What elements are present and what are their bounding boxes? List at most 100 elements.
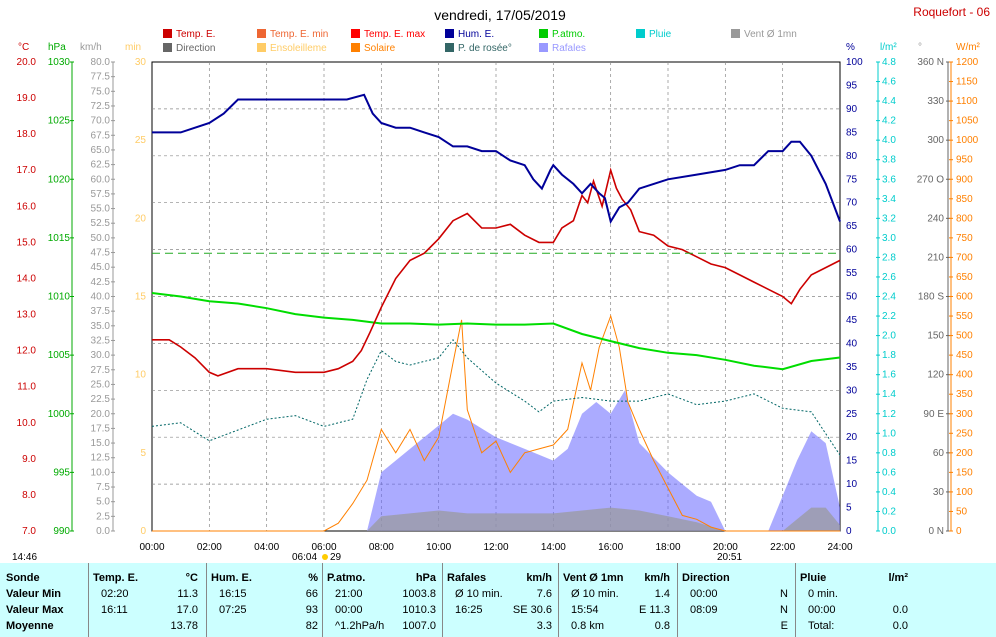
x-tick: 08:00 [369,542,394,553]
summary-header-6: Direction [682,572,730,584]
legend-label-6: Vent Ø 1mn [744,29,797,40]
moonrise-label: 14:46 [12,552,37,563]
unit-label-2: km/h [80,42,102,53]
legend-label-9: Solaire [364,43,396,54]
unit-label-0: °C [18,42,29,53]
wind-axis-tick: 2.5 [96,511,110,522]
wind-axis-tick: 45.0 [91,262,111,273]
dir-axis-tick: 60 [933,448,945,459]
summary-unit-2: % [308,572,318,584]
pres-axis-tick: 1000 [48,409,71,420]
summary-header-0: Sonde [6,572,40,584]
chart-grid [151,61,841,532]
summary-cell-value: N [780,588,788,600]
summary-cell-value: 3.3 [536,620,552,632]
wind-axis-tick: 42.5 [91,277,111,288]
temp-axis-tick: 15.0 [17,237,37,248]
wind-axis-tick: 37.5 [91,306,111,317]
rain-axis-tick: 0.8 [882,448,896,459]
rain-axis-tick: 1.8 [882,350,896,361]
legend-label-8: Ensoleilleme [270,43,327,54]
legend-label-4: P.atmo. [552,29,585,40]
summary-cell-time: Ø 10 min. [571,588,619,600]
legend-label-1: Temp. E. min [270,29,328,40]
solar-axis-tick: 750 [956,233,973,244]
summary-cell-value: 0.8 [654,620,670,632]
summary-unit-7: l/m² [888,572,908,584]
summary-panel: Sonde Valeur Min Valeur Max Moyenne Temp. E.… [0,563,996,637]
wind-axis-tick: 47.5 [91,248,111,259]
solar-axis-tick: 700 [956,252,973,263]
summary-cell-time: 0.8 km [571,620,605,632]
solar-axis-tick: 1200 [956,57,979,68]
rain-axis-tick: 3.0 [882,233,896,244]
summary-cell-time: 00:00 [335,604,363,616]
temp-axis-tick: 17.0 [17,165,37,176]
rain-axis-tick: 1.2 [882,409,896,420]
wind-axis-tick: 77.5 [91,72,111,83]
hum-axis-tick: 60 [846,245,858,256]
solar-axis-tick: 600 [956,292,973,303]
rain-axis-tick: 2.0 [882,331,896,342]
hum-axis-tick: 85 [846,127,858,138]
hum-axis-tick: 50 [846,292,858,303]
temp-axis-tick: 18.0 [17,129,37,140]
dir-axis-tick: 90 E [923,409,944,420]
legend-swatch [257,29,266,38]
rain-axis-tick: 3.2 [882,213,896,224]
dir-axis-tick: 30 [933,487,945,498]
x-tick: 04:00 [254,542,279,553]
rain-axis-tick: 0.2 [882,506,896,517]
solar-axis-tick: 1100 [956,96,978,107]
rain-axis-tick: 3.6 [882,174,896,185]
wind-axis-tick: 27.5 [91,365,111,376]
rain-axis-tick: 2.2 [882,311,896,322]
legend-swatch [257,43,266,52]
legend-label-7: Direction [176,43,215,54]
unit-label-7: W/m² [956,42,981,53]
summary-header-1: Temp. E. [93,572,139,584]
solar-axis-tick: 500 [956,331,973,342]
rain-axis-tick: 0.0 [882,526,896,537]
legend-label-2: Temp. E. max [364,29,425,40]
station-name: Roquefort - 06 [913,5,990,19]
dir-axis-tick: 0 N [928,526,944,537]
temp-axis-tick: 19.0 [17,93,37,104]
temp-axis-tick: 13.0 [17,310,37,321]
rain-axis-tick: 4.2 [882,116,896,127]
solar-axis-tick: 450 [956,350,973,361]
hum-axis-tick: 75 [846,174,858,185]
temp-axis-tick: 11.0 [17,382,36,393]
summary-cell-time: 16:25 [455,604,483,616]
summary-cell-value: 66 [305,588,318,600]
hum-axis-tick: 25 [846,409,858,420]
solar-axis-tick: 100 [956,487,973,498]
solar-axis-tick: 1150 [956,77,978,88]
gust-area [152,390,840,531]
summary-unit-3: hPa [415,572,436,584]
temperature-line [152,167,841,377]
wind-axis-tick: 32.5 [91,335,111,346]
temp-axis-tick: 20.0 [17,57,37,68]
x-tick: 22:00 [770,542,795,553]
summary-header-7: Pluie [800,572,827,584]
summary-cell-time: ^1.2hPa/h [335,620,385,632]
legend-label-5: Pluie [649,29,672,40]
summary-unit-4: km/h [526,572,552,584]
wind-axis-tick: 17.5 [91,423,111,434]
min-axis-tick: 10 [135,370,147,381]
min-axis-tick: 0 [140,526,146,537]
pres-axis-tick: 1005 [48,350,71,361]
summary-header-3: P.atmo. [327,572,366,584]
solar-line [152,314,840,532]
pres-axis-tick: 1010 [48,292,71,303]
temp-axis-tick: 14.0 [17,273,37,284]
summary-cell-time: 02:20 [101,588,129,600]
hum-axis-tick: 45 [846,315,858,326]
wind-area [152,507,840,531]
rain-axis-tick: 0.6 [882,467,896,478]
summary-cell-time: Ø 10 min. [455,588,503,600]
dewpoint-line [151,338,841,456]
weather-chart: vendredi, 17/05/2019 Roquefort - 06 Temp… [12,5,990,563]
summary-cell-value: 7.6 [536,588,552,600]
